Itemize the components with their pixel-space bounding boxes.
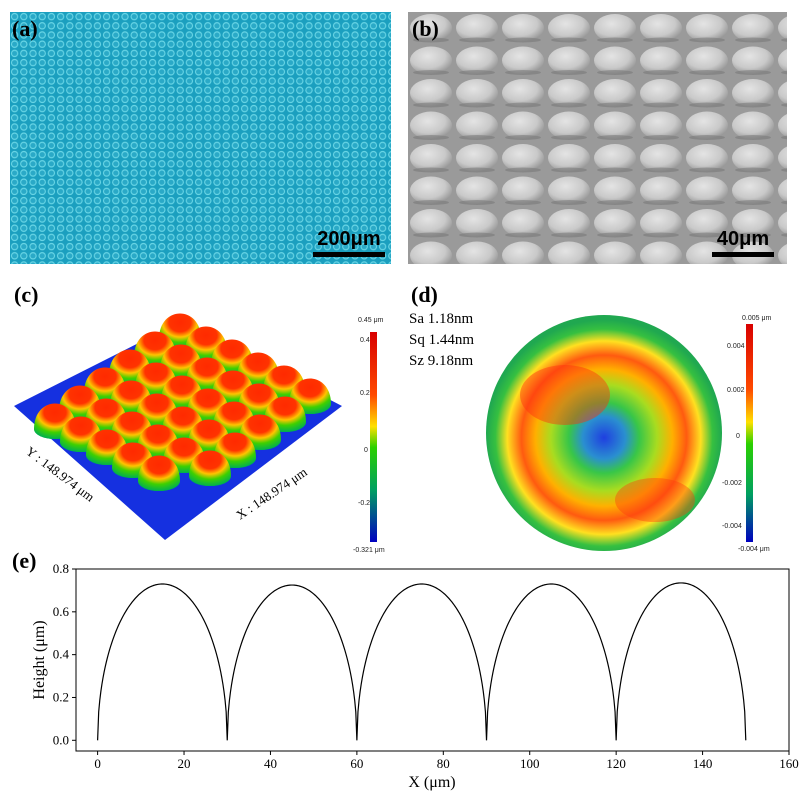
scale-bar-b-line xyxy=(712,252,774,257)
scale-bar-b: 40μm xyxy=(712,228,774,257)
x-axis-label: X (μm) xyxy=(408,774,455,791)
scale-bar-a-line xyxy=(313,252,385,257)
colorbar-c-top: 0.45 μm xyxy=(358,317,384,324)
x-tick-label: 140 xyxy=(693,756,713,771)
height-profile-line xyxy=(97,582,747,741)
3d-surface-plot: Y : 148.974 μm X : 148.974 μm 0.45 μm 0.… xyxy=(14,313,385,554)
sem-image xyxy=(408,12,787,264)
lens-dome xyxy=(138,455,180,491)
roughness-highlight xyxy=(520,365,610,425)
roughness-map: 0.005 μm 0.004 0.002 0 -0.002 -0.004 -0.… xyxy=(486,315,771,553)
colorbar-c-tick-0: 0.4 xyxy=(360,337,370,344)
y-axis-label: Height (μm) xyxy=(31,620,48,699)
roughness-values: Sa 1.18nm Sq 1.44nm Sz 9.18nm xyxy=(409,309,474,372)
colorbar-c-tick-1: 0.2 xyxy=(360,390,370,397)
x-tick-label: 40 xyxy=(264,756,277,771)
colorbar-d-tick-3: -0.002 xyxy=(722,480,742,487)
x-tick-label: 80 xyxy=(437,756,450,771)
panel-c-3d-profile: Y : 148.974 μm X : 148.974 μm 0.45 μm 0.… xyxy=(0,270,400,555)
x-tick-label: 60 xyxy=(350,756,363,771)
colorbar-c xyxy=(370,332,377,542)
panel-d-roughness-map: 0.005 μm 0.004 0.002 0 -0.002 -0.004 -0.… xyxy=(480,300,795,560)
panel-label-e: (e) xyxy=(12,548,37,573)
y-tick-label: 0.8 xyxy=(53,561,69,576)
x-tick-label: 100 xyxy=(520,756,540,771)
roughness-sa: Sa 1.18nm xyxy=(409,311,474,327)
plot-frame xyxy=(75,568,790,752)
y-tick-label: 0.0 xyxy=(53,732,69,747)
panel-label-a: (a) xyxy=(12,16,38,41)
colorbar-c-tick-2: 0 xyxy=(364,447,368,454)
lens-dome xyxy=(189,450,231,486)
panel-e-height-profile: 0 20 40 60 80 100 120 140 160 0.0 0.2 0.4 0.6 0.8 X … xyxy=(0,555,799,796)
panel-label-c: (c) xyxy=(14,282,39,307)
y-tick-label: 0.4 xyxy=(53,647,70,662)
y-tick-label: 0.6 xyxy=(53,604,70,619)
microlens-domes xyxy=(34,313,331,491)
colorbar-d-top: 0.005 μm xyxy=(742,315,771,322)
panel-label-d: (d) xyxy=(411,282,438,307)
scale-bar-a-label: 200μm xyxy=(317,228,381,250)
height-profile-chart: 0 20 40 60 80 100 120 140 160 0.0 0.2 0.4 0.6 0.8 X … xyxy=(31,561,799,791)
colorbar-c-bottom: -0.321 μm xyxy=(353,547,385,554)
roughness-sz: Sz 9.18nm xyxy=(409,353,474,369)
x-axis-ticks: 0 20 40 60 80 100 120 140 160 xyxy=(94,751,799,771)
roughness-disk xyxy=(486,315,722,551)
y-axis-ticks: 0.0 0.2 0.4 0.6 0.8 xyxy=(53,561,76,747)
x-tick-label: 20 xyxy=(178,756,191,771)
x-tick-label: 0 xyxy=(94,756,101,771)
colorbar-d-tick-4: -0.004 xyxy=(722,523,742,530)
roughness-highlight-2 xyxy=(615,478,695,522)
colorbar-d-tick-2: 0 xyxy=(736,433,740,440)
panel-a-micrograph: 200μm xyxy=(10,12,391,264)
micrograph-image xyxy=(10,12,391,264)
y-tick-label: 0.2 xyxy=(53,689,69,704)
x-tick-label: 160 xyxy=(779,756,799,771)
panel-b-sem: 40μm xyxy=(408,12,787,264)
colorbar-d-tick-1: 0.002 xyxy=(727,387,745,394)
colorbar-d xyxy=(746,324,753,542)
panel-label-b: (b) xyxy=(412,16,439,41)
colorbar-d-tick-0: 0.004 xyxy=(727,343,745,350)
x-tick-label: 120 xyxy=(606,756,626,771)
roughness-sq: Sq 1.44nm xyxy=(409,332,475,348)
colorbar-d-bottom: -0.004 μm xyxy=(738,546,770,553)
colorbar-c-tick-3: -0.2 xyxy=(358,500,370,507)
scale-bar-b-label: 40μm xyxy=(716,228,770,250)
scale-bar-a: 200μm xyxy=(313,228,385,257)
